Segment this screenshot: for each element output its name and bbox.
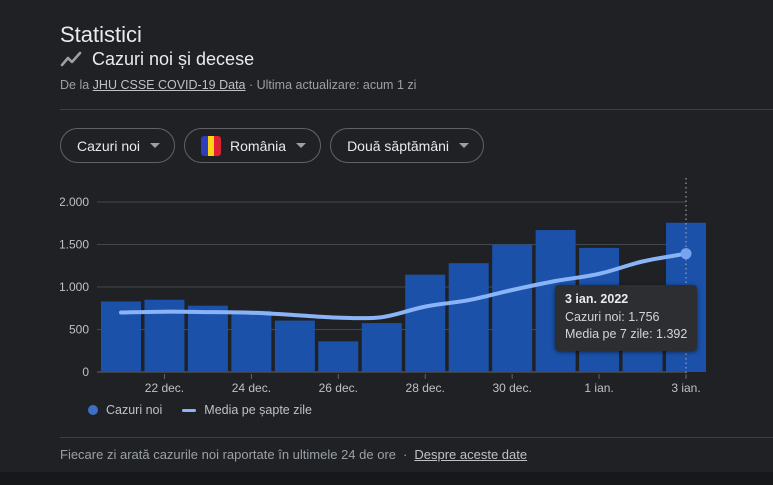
legend-dot-icon bbox=[88, 405, 98, 415]
period-filter-label: Două săptămâni bbox=[347, 137, 450, 154]
line-chart-icon bbox=[60, 51, 82, 66]
x-axis-label: 3 ian. bbox=[671, 381, 700, 395]
metric-filter-label: Cazuri noi bbox=[77, 137, 141, 154]
highlight-point[interactable] bbox=[680, 248, 692, 260]
bar-27 dec.[interactable] bbox=[361, 323, 402, 372]
x-axis-label: 30 dec. bbox=[492, 381, 531, 395]
y-axis-label: 1.500 bbox=[60, 238, 89, 252]
about-data-link[interactable]: Despre aceste date bbox=[414, 447, 528, 462]
chart-legend: Cazuri noi Media pe șapte zile bbox=[88, 403, 312, 417]
source-line: De la JHU CSSE COVID-19 Data · Ultima ac… bbox=[60, 78, 416, 92]
section-title: Cazuri noi și decese bbox=[92, 49, 255, 69]
x-axis-label: 22 dec. bbox=[145, 381, 184, 395]
legend-label: Media pe șapte zile bbox=[204, 403, 312, 417]
y-axis-label: 0 bbox=[82, 365, 89, 379]
footer-separator: · bbox=[403, 447, 408, 462]
tooltip-average: Media pe 7 zile: 1.392 bbox=[565, 327, 688, 341]
x-axis-label: 26 dec. bbox=[319, 381, 358, 395]
chevron-down-icon bbox=[150, 143, 161, 148]
bar-23 dec.[interactable] bbox=[187, 305, 228, 372]
bar-26 dec.[interactable] bbox=[318, 341, 359, 372]
x-axis-label: 28 dec. bbox=[406, 381, 445, 395]
bar-24 dec.[interactable] bbox=[231, 310, 272, 372]
y-axis-label: 1.000 bbox=[60, 280, 89, 294]
country-filter-dropdown[interactable]: România bbox=[184, 128, 322, 163]
legend-item-new-cases: Cazuri noi bbox=[88, 403, 162, 417]
header-divider bbox=[60, 109, 773, 110]
country-filter-label: România bbox=[230, 137, 287, 154]
chevron-down-icon bbox=[459, 143, 470, 148]
x-axis-label: 1 ian. bbox=[584, 381, 613, 395]
section-header: Cazuri noi și decese bbox=[60, 49, 254, 70]
bar-28 dec.[interactable] bbox=[405, 274, 446, 372]
seven-day-average-line bbox=[119, 251, 688, 321]
source-prefix: De la bbox=[60, 78, 90, 92]
widget-bottom-edge bbox=[0, 472, 773, 485]
footer-text: Fiecare zi arată cazurile noi raportate … bbox=[60, 447, 397, 462]
footer-divider bbox=[60, 437, 773, 438]
source-updated: · Ultima actualizare: acum 1 zi bbox=[248, 78, 417, 92]
legend-label: Cazuri noi bbox=[106, 403, 163, 417]
bar-30 dec.[interactable] bbox=[492, 244, 533, 373]
page-title: Statistici bbox=[60, 21, 142, 47]
x-axis-label: 24 dec. bbox=[232, 381, 271, 395]
tooltip-new-cases: Cazuri noi: 1.756 bbox=[565, 310, 660, 324]
metric-filter-dropdown[interactable]: Cazuri noi bbox=[60, 128, 176, 163]
source-link[interactable]: JHU CSSE COVID-19 Data bbox=[92, 78, 246, 92]
filter-chips: Cazuri noi România Două săptămâni bbox=[60, 128, 485, 163]
footer-note: Fiecare zi arată cazurile noi raportate … bbox=[60, 447, 527, 462]
chart-tooltip: 3 ian. 2022 Cazuri noi: 1.756 Media pe 7… bbox=[555, 285, 698, 351]
bar-25 dec.[interactable] bbox=[274, 320, 315, 372]
cases-chart: 0 500 1.000 1.500 2.000 22 dec. 24 dec. 26 dec.… bbox=[60, 178, 773, 395]
bar-29 dec.[interactable] bbox=[448, 263, 489, 372]
chevron-down-icon bbox=[296, 143, 307, 148]
period-filter-dropdown[interactable]: Două săptămâni bbox=[330, 128, 485, 163]
y-axis-label: 2.000 bbox=[60, 195, 89, 209]
legend-line-icon bbox=[182, 408, 197, 412]
romania-flag-icon bbox=[201, 135, 222, 156]
tooltip-date: 3 ian. 2022 bbox=[565, 292, 629, 306]
y-axis-label: 500 bbox=[69, 323, 89, 337]
legend-item-average: Media pe șapte zile bbox=[182, 403, 312, 417]
